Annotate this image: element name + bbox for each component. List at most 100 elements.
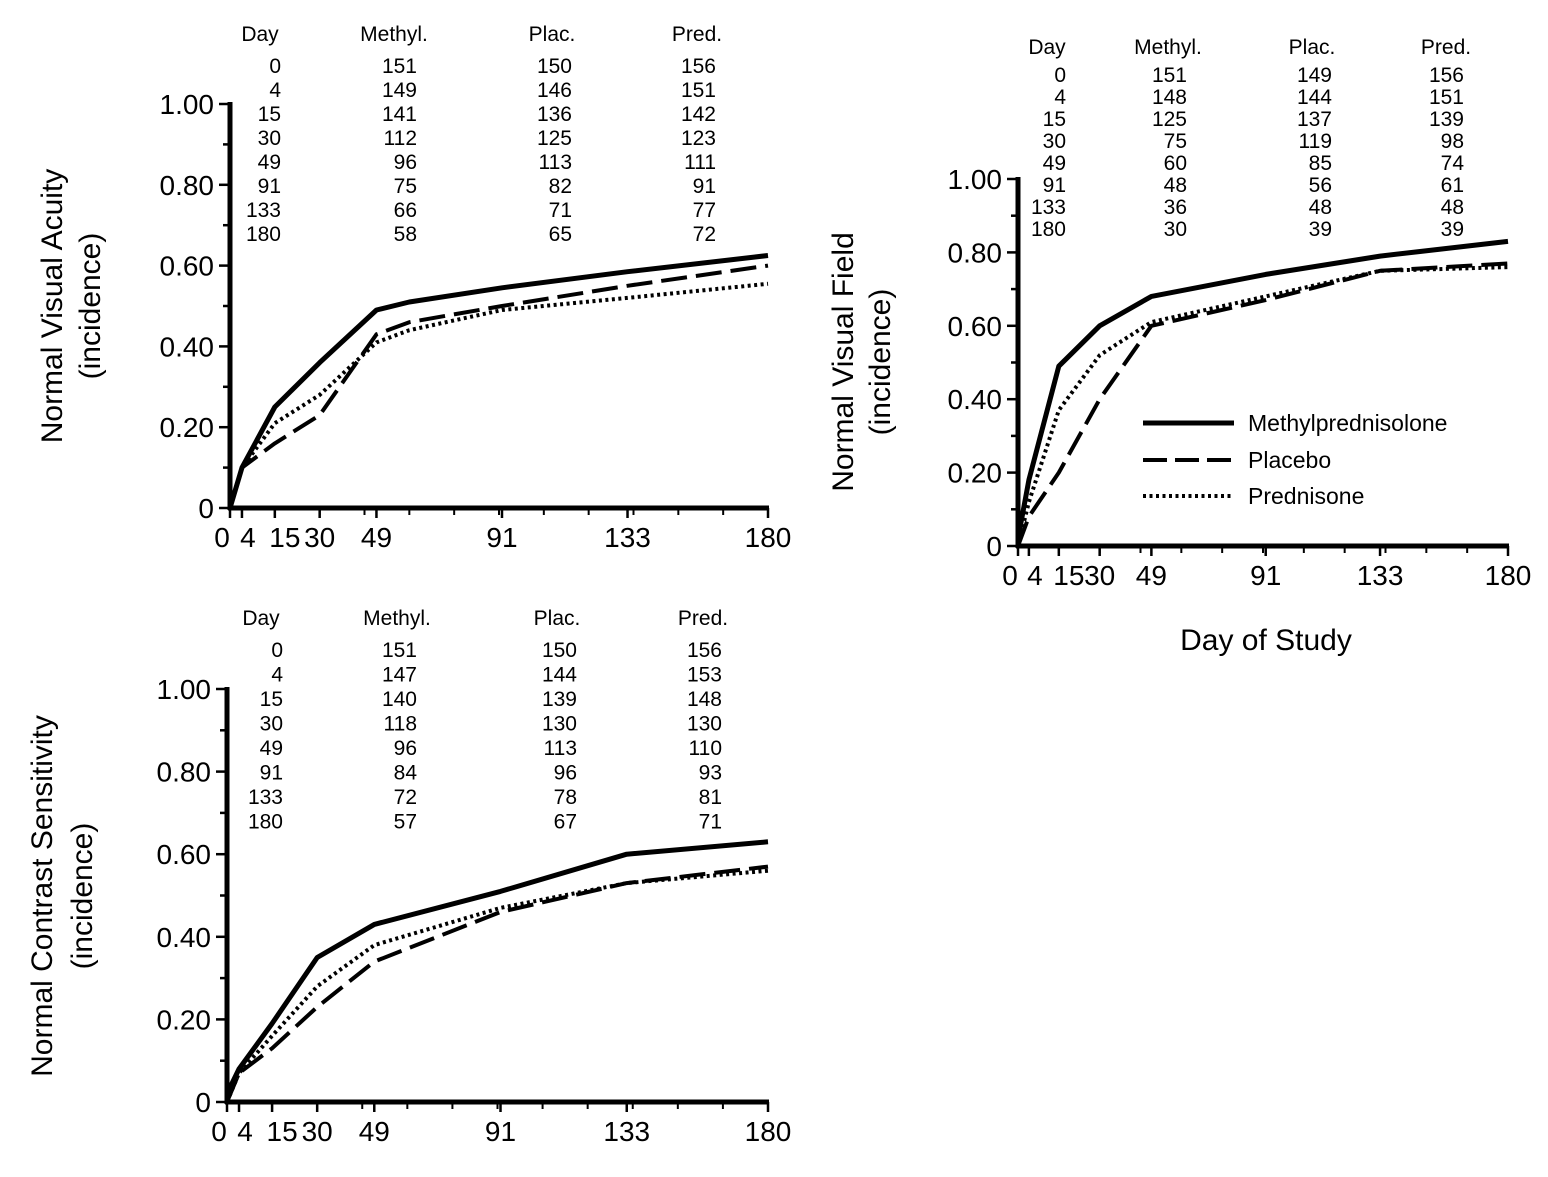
table-cell: 78 [554,786,577,809]
table-cell: 49 [258,151,281,174]
table-cell: 72 [693,223,716,246]
table-cell: 118 [384,713,417,736]
table-cell: 81 [699,786,722,809]
y-axis-label: Normal Visual Field [827,232,860,492]
table-cell: 180 [248,811,283,834]
table-cell: 119 [1299,130,1332,153]
table-cell: 139 [542,688,577,711]
table-cell: 48 [1164,174,1187,197]
y-tick-label: 1.00 [157,674,212,705]
legend-label: Methylprednisolone [1248,410,1447,436]
table-cell: 140 [382,688,417,711]
y-tick-label: 0.20 [948,458,1003,489]
table-cell: 4 [271,664,283,687]
table-cell: 125 [537,127,572,150]
table-cell: 71 [699,811,722,834]
x-tick-label: 180 [745,1116,792,1147]
table-cell: 149 [1297,64,1332,87]
table-cell: 71 [549,199,572,222]
series-line-placebo [228,263,769,509]
table-header: Day [242,607,280,630]
table-cell: 93 [699,762,722,785]
table-cell: 4 [1054,86,1066,109]
x-tick-label: 15 [267,1116,298,1147]
x-tick-label: 0 [1002,560,1018,591]
y-tick-label: 0.20 [157,1004,212,1035]
table-header: Methyl. [363,607,431,630]
table-cell: 77 [693,199,716,222]
table-cell: 113 [539,151,572,174]
table-cell: 153 [687,664,722,687]
table-cell: 112 [384,127,417,150]
table-cell: 151 [1152,64,1187,87]
x-tick-label: 180 [1485,560,1532,591]
y-tick-label: 0 [198,493,214,524]
x-tick-label: 49 [1136,560,1167,591]
table-header: Plac. [1289,36,1336,59]
table-cell: 111 [684,151,716,174]
y-axis-label-sub: (incidence) [66,823,99,970]
table-cell: 84 [394,762,418,785]
y-tick-label: 0 [986,531,1002,562]
x-tick-label: 0 [214,522,230,553]
series-line-prednisone [225,868,769,1103]
y-tick-label: 0.60 [948,311,1003,342]
y-tick-label: 0.40 [160,331,215,362]
table-cell: 144 [542,664,577,687]
table-header: Day [241,23,279,46]
x-tick-label: 133 [603,1116,650,1147]
table-cell: 58 [394,223,417,246]
y-axis-label-sub: (incidence) [864,289,897,436]
table-cell: 141 [382,103,417,126]
table-cell: 180 [1031,218,1066,241]
x-tick-label: 4 [240,522,256,553]
table-cell: 61 [1441,174,1464,197]
table-cell: 82 [549,175,572,198]
table-cell: 151 [382,55,417,78]
table-cell: 39 [1309,218,1332,241]
table-header: Methyl. [1134,36,1202,59]
x-tick-label: 180 [745,522,792,553]
table-cell: 60 [1164,152,1187,175]
table-cell: 137 [1297,108,1332,131]
table-cell: 144 [1297,86,1332,109]
table-cell: 96 [394,151,417,174]
table-cell: 147 [382,664,417,687]
series-line-placebo [225,864,769,1103]
series-line-placebo [1016,261,1509,547]
panel-contrast-sensitivity: 00.200.400.600.801.000 4 15 30 49 91 133 180Nor… [26,607,791,1147]
table-cell: 156 [1429,64,1464,87]
table-cell: 4 [269,79,281,102]
legend-label: Placebo [1248,447,1331,473]
table-header: Pred. [678,607,728,630]
table-cell: 156 [687,639,722,662]
table-cell: 146 [537,79,572,102]
x-tick-label: 4 [1027,560,1043,591]
table-cell: 110 [689,737,722,760]
table-cell: 123 [681,127,716,150]
y-tick-label: 1.00 [160,89,215,120]
x-tick-label: 91 [485,1116,516,1147]
table-cell: 85 [1309,152,1332,175]
x-tick-label: 133 [604,522,651,553]
table-cell: 151 [382,639,417,662]
table-cell: 91 [260,762,283,785]
x-tick-label: 15 [1053,560,1084,591]
table-cell: 91 [1043,174,1066,197]
table-header: Plac. [529,23,576,46]
y-tick-label: 1.00 [948,164,1003,195]
legend-label: Prednisone [1248,483,1364,509]
table-cell: 48 [1441,196,1464,219]
table-cell: 49 [260,737,283,760]
table-cell: 65 [549,223,572,246]
y-tick-label: 0.60 [160,251,215,282]
table-cell: 96 [554,762,577,785]
x-tick-label: 30 [1084,560,1115,591]
table-cell: 49 [1043,152,1066,175]
table-cell: 136 [537,103,572,126]
x-tick-label: 15 [269,522,300,553]
x-tick-label: 30 [302,1116,333,1147]
at-risk-table: Day Methyl. Plac. Pred. 0 151 150 156 4 147 144 153… [242,607,728,834]
table-cell: 0 [269,55,281,78]
table-cell: 130 [542,713,577,736]
